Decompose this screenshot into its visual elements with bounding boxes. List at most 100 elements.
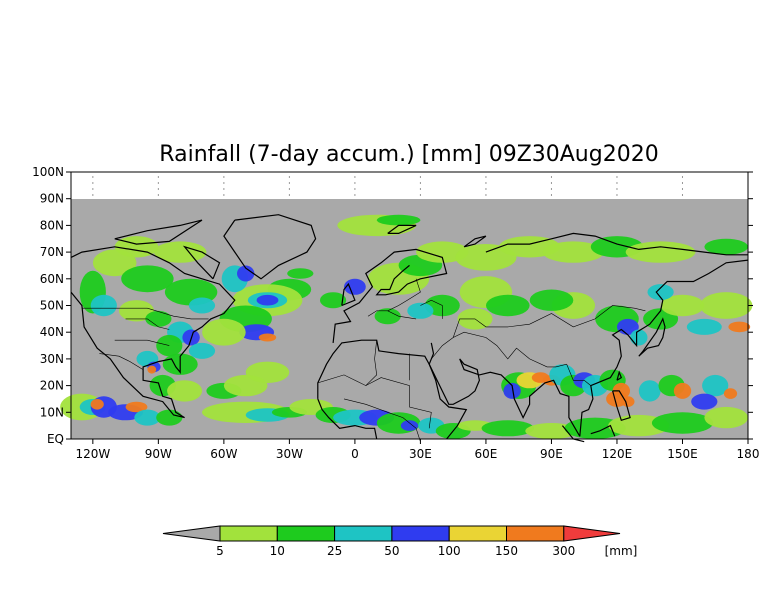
lat-tick-label: 90N bbox=[40, 192, 64, 206]
colorbar-segment bbox=[506, 525, 565, 542]
coastline bbox=[317, 339, 468, 440]
lat-tick-label: 50N bbox=[40, 299, 64, 313]
rain-blob bbox=[542, 241, 604, 263]
lon-tick-label: 150E bbox=[667, 447, 698, 461]
colorbar-segment bbox=[219, 525, 278, 542]
country-border bbox=[99, 353, 144, 370]
lon-tick-label: 60W bbox=[210, 447, 237, 461]
rain-blob bbox=[704, 406, 748, 429]
rain-blob bbox=[167, 380, 203, 402]
colorbar-segment bbox=[563, 525, 621, 542]
lon-tick-label: 90E bbox=[540, 447, 563, 461]
country-border bbox=[81, 307, 209, 320]
rain-blob bbox=[90, 294, 117, 317]
colorbar-segment bbox=[162, 525, 221, 542]
rain-blob bbox=[673, 382, 692, 399]
country-border bbox=[125, 318, 170, 330]
country-border bbox=[365, 340, 378, 386]
rain-blob bbox=[202, 318, 246, 346]
colorbar-tick-label: 25 bbox=[327, 544, 342, 558]
rain-blob bbox=[320, 292, 347, 309]
country-border bbox=[452, 305, 646, 338]
colorbar-tick-label: 150 bbox=[495, 544, 518, 558]
country-border bbox=[566, 364, 591, 386]
coastlines bbox=[70, 214, 749, 443]
coastline bbox=[70, 246, 236, 419]
rain-blob bbox=[691, 393, 718, 410]
rain-blob bbox=[92, 249, 137, 277]
rain-blob bbox=[723, 388, 738, 399]
rain-blob bbox=[651, 412, 714, 434]
lon-tick-label: 180 bbox=[737, 447, 760, 461]
rain-blob bbox=[245, 361, 290, 383]
rain-blob bbox=[188, 297, 216, 314]
lon-tick-label: 120E bbox=[602, 447, 633, 461]
rain-blob bbox=[625, 241, 696, 263]
colorbar-unit: [mm] bbox=[605, 544, 638, 558]
colorbar-tick-label: 300 bbox=[552, 544, 575, 558]
coastline bbox=[332, 248, 448, 343]
rain-blob bbox=[481, 420, 534, 437]
colorbar-segment bbox=[448, 525, 508, 542]
coastline bbox=[182, 245, 221, 280]
rain-blob bbox=[503, 382, 521, 399]
rain-blob bbox=[145, 310, 172, 327]
latitude-axis: 100N 90N 80N 70N 60N 50N 40N 30N 20N 10N EQ bbox=[32, 165, 753, 446]
rain-blob bbox=[638, 380, 661, 402]
coastline bbox=[590, 424, 616, 437]
lon-tick-label: 120W bbox=[75, 447, 110, 461]
rain-blob bbox=[407, 302, 434, 319]
rain-blob bbox=[686, 318, 722, 335]
rain-blob bbox=[486, 294, 530, 317]
coastline bbox=[638, 317, 666, 357]
lon-tick-label: 0 bbox=[351, 447, 359, 461]
coastline bbox=[463, 235, 487, 248]
coastline bbox=[387, 224, 417, 234]
rain-blob bbox=[188, 342, 216, 359]
rain-blob bbox=[647, 284, 674, 301]
lon-tick-label: 60E bbox=[475, 447, 498, 461]
rain-blob bbox=[630, 329, 648, 346]
lat-tick-label: 30N bbox=[40, 352, 64, 366]
lat-tick-label: 80N bbox=[40, 218, 64, 232]
lon-tick-label: 30E bbox=[409, 447, 432, 461]
rain-blob bbox=[529, 289, 574, 311]
rain-blob bbox=[704, 238, 748, 255]
lat-tick-label: 70N bbox=[40, 245, 64, 259]
lat-tick-label: 40N bbox=[40, 325, 64, 339]
longitude-axis: 120W 90W 60W 30W 0 30E 60E 90E 120E 150E 180 bbox=[75, 439, 759, 461]
country-border bbox=[367, 310, 417, 320]
rain-blob bbox=[134, 409, 161, 426]
coastline bbox=[616, 370, 623, 381]
colorbar-tick-label: 10 bbox=[270, 544, 285, 558]
coastline bbox=[485, 232, 748, 256]
country-border bbox=[431, 331, 567, 368]
rain-blob bbox=[256, 294, 279, 306]
lat-tick-label: EQ bbox=[47, 432, 64, 446]
rain-blob bbox=[376, 214, 421, 226]
rain-blob bbox=[400, 420, 419, 431]
rain-blob bbox=[147, 365, 157, 374]
lon-tick-label: 30W bbox=[276, 447, 303, 461]
rain-blob bbox=[119, 300, 154, 322]
rain-blob bbox=[728, 321, 751, 333]
colorbar-tick-label: 5 bbox=[216, 544, 224, 558]
rain-blob bbox=[525, 423, 578, 439]
lat-tick-label: 60N bbox=[40, 272, 64, 286]
rain-blob bbox=[121, 265, 174, 293]
colorbar-segment bbox=[334, 525, 393, 542]
colorbar: 5 10 25 50 100 150 300 [mm] bbox=[162, 525, 638, 558]
rain-blob bbox=[258, 333, 277, 342]
rain-blob bbox=[125, 401, 148, 413]
colorbar-tick-label: 100 bbox=[438, 544, 461, 558]
country-border bbox=[317, 374, 432, 429]
country-border bbox=[420, 299, 443, 319]
coastline bbox=[428, 342, 581, 437]
rain-blob bbox=[660, 294, 705, 317]
lat-tick-label: 20N bbox=[40, 379, 64, 393]
coastline bbox=[114, 219, 203, 245]
rain-blob bbox=[702, 374, 729, 397]
lat-tick-label: 100N bbox=[32, 165, 64, 179]
coastline bbox=[317, 398, 378, 440]
coastline bbox=[223, 214, 317, 280]
